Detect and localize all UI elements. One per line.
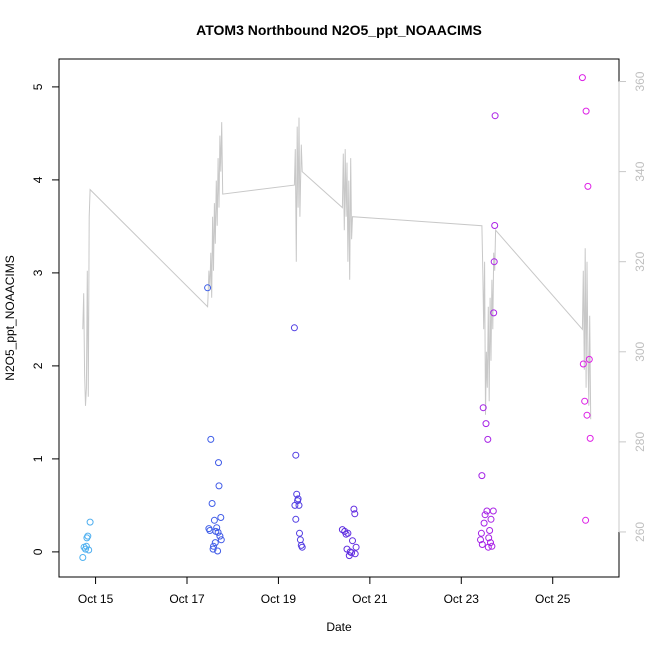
data-point — [491, 222, 499, 229]
secondary-series-layer — [82, 117, 592, 420]
y-axis-label: N2O5_ppt_NOAACIMS — [3, 255, 17, 380]
data-point — [585, 355, 593, 363]
data-point — [481, 511, 489, 519]
y-tick-label: 4 — [31, 176, 45, 183]
y2-tick-label: 260 — [633, 522, 647, 542]
data-point — [294, 495, 302, 503]
data-point — [208, 500, 216, 507]
data-point — [581, 397, 589, 405]
x-tick-label: Oct 21 — [352, 592, 388, 606]
data-point — [210, 516, 218, 524]
data-point — [490, 309, 498, 317]
data-point — [84, 532, 92, 540]
data-point — [482, 420, 490, 428]
data-point — [217, 514, 225, 521]
data-point — [351, 510, 359, 518]
data-point — [210, 542, 217, 550]
x-tick-label: Oct 23 — [444, 592, 480, 606]
data-point — [214, 528, 222, 536]
data-point — [348, 549, 356, 557]
data-point — [489, 507, 497, 515]
y2-tick-label: 340 — [633, 161, 647, 181]
data-point — [578, 74, 586, 82]
data-point — [488, 542, 496, 550]
data-point — [214, 547, 222, 555]
data-point — [582, 107, 590, 115]
y-tick-label: 2 — [31, 362, 45, 369]
data-point — [211, 539, 219, 547]
data-point — [478, 472, 486, 480]
data-point — [350, 505, 358, 513]
data-point — [217, 536, 225, 544]
data-point — [351, 550, 359, 558]
data-point — [491, 112, 499, 120]
x-axis: Oct 15 Oct 17 Oct 19 Oct 21 Oct 23 Oct 25 — [78, 576, 571, 606]
x-tick-label: Oct 25 — [535, 592, 571, 606]
y2-tick-label: 360 — [633, 71, 647, 91]
secondary-series-line — [82, 117, 592, 420]
data-point — [338, 526, 346, 534]
y2-tick-label: 300 — [633, 341, 647, 361]
data-point — [582, 516, 590, 524]
data-point — [204, 284, 212, 292]
data-point — [298, 543, 306, 551]
data-point — [583, 411, 591, 419]
y-tick-label: 1 — [31, 455, 45, 462]
y-tick-label: 3 — [31, 269, 45, 276]
data-point — [213, 524, 221, 532]
data-point — [487, 539, 494, 547]
data-point — [85, 546, 93, 554]
data-point — [579, 360, 587, 368]
data-point — [484, 435, 492, 443]
data-point — [344, 529, 352, 537]
y-tick-label: 0 — [31, 548, 45, 555]
data-point — [209, 545, 217, 553]
data-point — [480, 519, 488, 527]
x-tick-label: Oct 15 — [78, 592, 114, 606]
data-point — [490, 258, 498, 266]
data-point — [292, 451, 300, 459]
y-tick-label: 5 — [31, 83, 45, 90]
data-point — [352, 543, 360, 551]
data-point — [207, 435, 215, 443]
data-point — [79, 554, 87, 561]
data-point — [291, 501, 299, 509]
y-axis: 0 1 2 3 4 5 — [31, 83, 60, 555]
data-point — [86, 518, 94, 526]
data-point — [215, 459, 222, 467]
data-point — [486, 527, 494, 534]
y2-tick-label: 280 — [633, 432, 647, 452]
data-point — [485, 534, 493, 542]
x-axis-label: Date — [326, 620, 352, 634]
data-point — [478, 541, 486, 548]
y2-axis: 260 280 300 320 340 360 — [618, 71, 647, 542]
data-point — [216, 532, 224, 540]
chart-title: ATOM3 Northbound N2O5_ppt_NOAACIMS — [196, 22, 482, 38]
data-point — [295, 501, 303, 509]
data-point — [293, 490, 301, 498]
data-point — [82, 542, 90, 550]
data-point — [477, 529, 485, 537]
data-point — [290, 324, 298, 332]
data-point — [349, 537, 356, 545]
data-point — [215, 482, 223, 490]
data-point — [584, 182, 592, 190]
data-point — [479, 404, 487, 412]
data-point — [586, 434, 594, 442]
data-point — [296, 529, 303, 537]
data-point — [292, 515, 300, 523]
points-layer — [79, 74, 594, 561]
data-point — [487, 515, 495, 523]
x-tick-label: Oct 19 — [261, 592, 297, 606]
y2-tick-label: 320 — [633, 251, 647, 271]
x-tick-label: Oct 17 — [169, 592, 205, 606]
data-point — [477, 536, 484, 544]
